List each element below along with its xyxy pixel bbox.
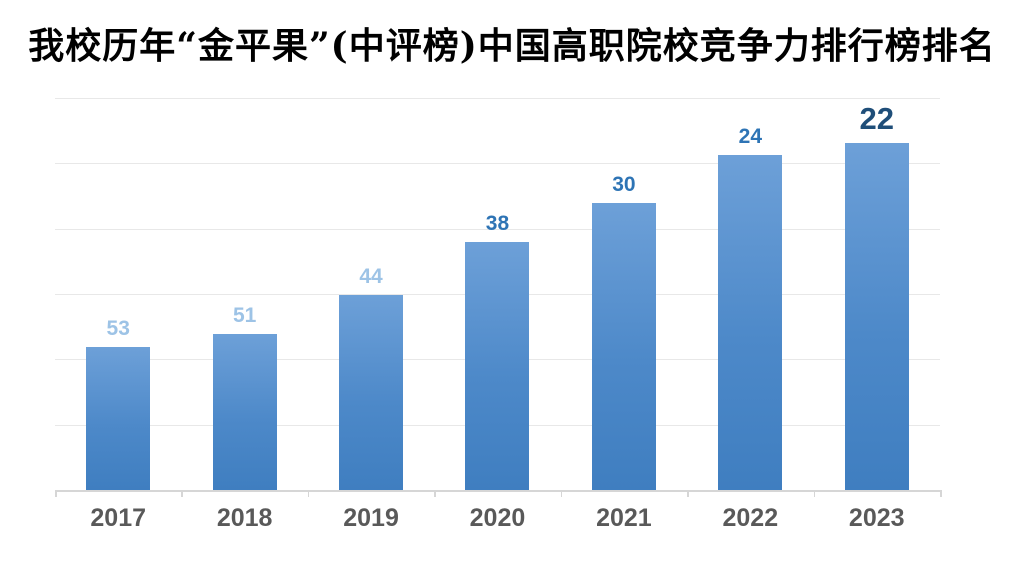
value-label-2017: 53 — [106, 316, 130, 340]
bar-2019 — [339, 295, 404, 490]
bar-column-2020: 38 — [434, 98, 560, 490]
x-axis-label-2023: 2023 — [848, 504, 905, 532]
chart-title: 我校历年“金平果”(中评榜)中国高职院校竞争力排行榜排名 — [28, 25, 996, 67]
bar-2020 — [465, 242, 530, 490]
bar-column-2017: 53 — [55, 98, 181, 490]
bar-2021 — [591, 203, 656, 490]
bar-column-2021: 30 — [561, 98, 687, 490]
value-label-2021: 30 — [612, 172, 636, 196]
axis-tick — [940, 490, 942, 497]
x-axis-label-2017: 2017 — [90, 504, 147, 532]
axis-tick — [307, 490, 310, 497]
axis-tick — [55, 490, 57, 497]
axis-tick — [181, 490, 183, 497]
axis-tick — [560, 490, 563, 497]
bar-column-2022: 24 — [687, 98, 813, 490]
bar-2018 — [212, 334, 277, 490]
value-label-2019: 44 — [359, 264, 383, 288]
axis-tick — [813, 490, 816, 497]
bar-2022 — [718, 155, 783, 490]
bar-2017 — [86, 347, 151, 490]
x-axis-label-2021: 2021 — [596, 504, 652, 532]
value-label-2022: 24 — [738, 124, 762, 148]
x-axis-label-2019: 2019 — [343, 504, 399, 532]
axis-tick — [434, 490, 436, 497]
axis-tick — [687, 490, 689, 497]
bars-container: 53 51 44 38 30 24 22 — [55, 98, 940, 490]
x-axis-label-2020: 2020 — [469, 504, 526, 532]
bar-column-2023: 22 — [814, 98, 940, 490]
bar-column-2018: 51 — [181, 98, 307, 490]
bar-2023 — [844, 143, 909, 490]
gridline — [55, 163, 940, 164]
value-label-2023: 22 — [859, 100, 894, 136]
gridline — [55, 98, 940, 99]
x-axis-label-2022: 2022 — [722, 504, 779, 532]
plot-area: 53 51 44 38 30 24 22 — [55, 98, 942, 497]
value-label-2020: 38 — [485, 211, 510, 235]
value-label-2018: 51 — [232, 303, 257, 327]
gridline — [55, 229, 940, 230]
x-axis-label-2018: 2018 — [216, 504, 273, 532]
x-axis-labels: 2017 2018 2019 2020 2021 2022 2023 — [55, 504, 940, 533]
bar-column-2019: 44 — [308, 98, 434, 490]
